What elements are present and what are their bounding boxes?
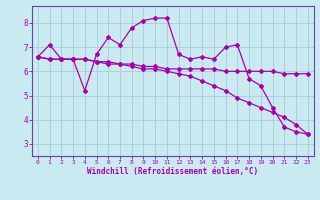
X-axis label: Windchill (Refroidissement éolien,°C): Windchill (Refroidissement éolien,°C) [87,167,258,176]
